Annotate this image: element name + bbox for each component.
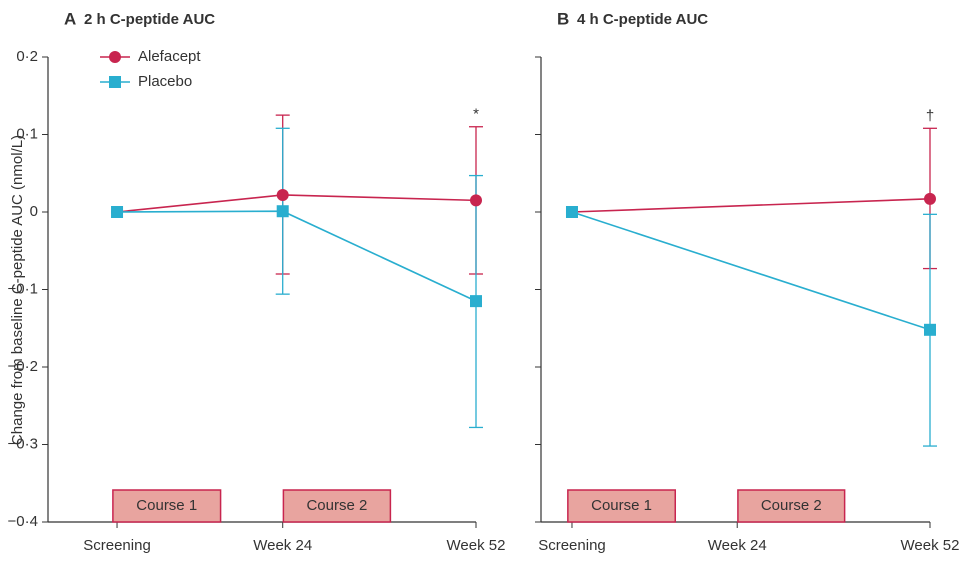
y-tick-label: −0·4 — [8, 513, 38, 530]
panel-label: B — [557, 9, 569, 28]
x-tick-label: Week 52 — [447, 537, 506, 554]
y-tick-label: −0·3 — [8, 435, 38, 452]
panel-title: 4 h C-peptide AUC — [577, 11, 708, 28]
course-label: Course 1 — [136, 497, 197, 514]
x-tick-label: Screening — [538, 537, 606, 554]
y-tick-label: −0·2 — [8, 358, 38, 375]
panel-title: 2 h C-peptide AUC — [84, 11, 215, 28]
course-box — [282, 489, 392, 523]
x-tick-label: Week 52 — [901, 537, 960, 554]
course-label: Course 1 — [591, 497, 652, 514]
series-line — [571, 211, 931, 331]
panel-label: A — [64, 9, 76, 28]
course-label: Course 2 — [306, 497, 367, 514]
y-tick-label: −0·1 — [8, 280, 38, 297]
marker — [470, 295, 482, 308]
marker — [924, 323, 936, 336]
legend-marker — [109, 76, 121, 88]
annotation: † — [926, 107, 934, 124]
y-axis-label: Change from baseline C-peptide AUC (nmol… — [9, 135, 26, 445]
marker — [276, 205, 289, 218]
marker — [276, 188, 289, 201]
x-tick-label: Week 24 — [708, 537, 767, 554]
course-box — [112, 489, 222, 523]
legend-label: Alefacept — [138, 48, 201, 65]
annotation: * — [473, 106, 479, 123]
series-line — [117, 210, 477, 302]
marker — [111, 206, 124, 218]
marker — [924, 192, 936, 205]
x-tick-label: Week 24 — [253, 537, 312, 554]
course-label: Course 2 — [761, 497, 822, 514]
legend-marker — [109, 51, 121, 63]
marker — [565, 206, 578, 218]
course-box — [567, 489, 677, 523]
y-tick-label: 0·2 — [16, 48, 38, 65]
x-tick-label: Screening — [83, 537, 151, 554]
marker — [470, 194, 482, 207]
y-tick-label: 0·1 — [16, 125, 38, 142]
series-line — [571, 198, 931, 213]
series-line — [116, 194, 477, 213]
y-tick-label: 0 — [30, 203, 38, 220]
course-box — [737, 489, 846, 523]
legend-label: Placebo — [138, 73, 192, 90]
